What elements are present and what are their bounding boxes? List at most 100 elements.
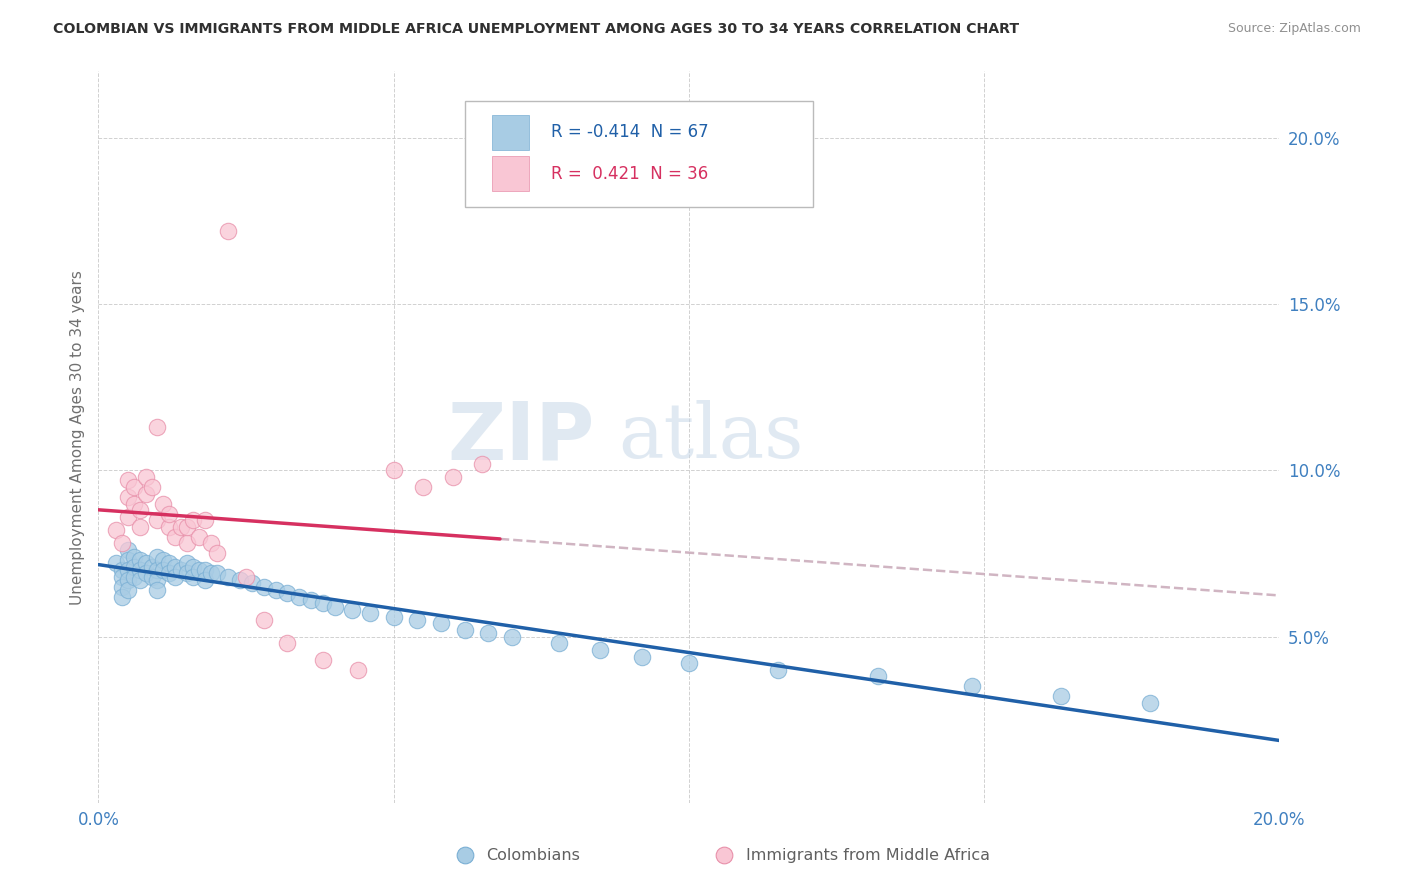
- Point: [430, 616, 453, 631]
- Text: atlas: atlas: [619, 401, 803, 474]
- Point: [117, 563, 139, 577]
- Point: [453, 623, 475, 637]
- Point: [441, 470, 464, 484]
- Point: [471, 457, 494, 471]
- Point: [141, 559, 163, 574]
- Point: [111, 580, 134, 594]
- FancyBboxPatch shape: [464, 101, 813, 207]
- Point: [128, 503, 150, 517]
- Point: [117, 543, 139, 558]
- Point: [170, 520, 193, 534]
- Point: [276, 636, 298, 650]
- Point: [135, 470, 157, 484]
- Point: [146, 573, 169, 587]
- Point: [122, 570, 145, 584]
- Point: [117, 573, 139, 587]
- Point: [235, 570, 257, 584]
- Point: [152, 497, 174, 511]
- Text: COLOMBIAN VS IMMIGRANTS FROM MIDDLE AFRICA UNEMPLOYMENT AMONG AGES 30 TO 34 YEAR: COLOMBIAN VS IMMIGRANTS FROM MIDDLE AFRI…: [53, 22, 1019, 37]
- Point: [630, 649, 652, 664]
- Y-axis label: Unemployment Among Ages 30 to 34 years: Unemployment Among Ages 30 to 34 years: [69, 269, 84, 605]
- Point: [146, 549, 169, 564]
- Point: [146, 513, 169, 527]
- Point: [766, 663, 789, 677]
- Point: [347, 663, 370, 677]
- Point: [117, 473, 139, 487]
- Point: [406, 613, 429, 627]
- Point: [276, 586, 298, 600]
- Point: [135, 486, 157, 500]
- Point: [128, 520, 150, 534]
- Point: [194, 573, 217, 587]
- Point: [181, 513, 204, 527]
- Point: [111, 590, 134, 604]
- Point: [111, 536, 134, 550]
- Point: [678, 656, 700, 670]
- Point: [122, 480, 145, 494]
- Point: [181, 559, 204, 574]
- Point: [264, 582, 287, 597]
- Point: [312, 653, 335, 667]
- Point: [141, 570, 163, 584]
- Point: [117, 509, 139, 524]
- Point: [141, 480, 163, 494]
- Point: [323, 599, 346, 614]
- Point: [111, 563, 134, 577]
- Point: [548, 636, 571, 650]
- Point: [312, 596, 335, 610]
- Point: [501, 630, 523, 644]
- Point: [288, 590, 311, 604]
- Point: [157, 557, 180, 571]
- Point: [205, 546, 228, 560]
- Text: R =  0.421  N = 36: R = 0.421 N = 36: [551, 165, 709, 183]
- Point: [240, 576, 263, 591]
- Point: [165, 530, 187, 544]
- Point: [217, 224, 239, 238]
- Point: [176, 536, 198, 550]
- Point: [181, 570, 204, 584]
- Point: [176, 566, 198, 581]
- Point: [200, 536, 222, 550]
- Point: [122, 497, 145, 511]
- Text: Colombians: Colombians: [486, 848, 579, 863]
- Point: [111, 570, 134, 584]
- Text: Immigrants from Middle Africa: Immigrants from Middle Africa: [745, 848, 990, 863]
- Point: [962, 680, 984, 694]
- Point: [866, 669, 889, 683]
- Point: [170, 563, 193, 577]
- Point: [382, 609, 405, 624]
- Point: [205, 566, 228, 581]
- Point: [299, 593, 322, 607]
- Point: [122, 559, 145, 574]
- FancyBboxPatch shape: [492, 114, 530, 150]
- Point: [117, 553, 139, 567]
- Text: R = -0.414  N = 67: R = -0.414 N = 67: [551, 123, 709, 141]
- Point: [135, 566, 157, 581]
- Point: [152, 563, 174, 577]
- Point: [152, 553, 174, 567]
- Point: [135, 557, 157, 571]
- Point: [105, 523, 128, 537]
- Point: [146, 563, 169, 577]
- Point: [589, 643, 612, 657]
- Point: [477, 626, 499, 640]
- Point: [1050, 690, 1073, 704]
- Point: [342, 603, 364, 617]
- Point: [187, 563, 209, 577]
- Point: [200, 566, 222, 581]
- Point: [122, 549, 145, 564]
- FancyBboxPatch shape: [492, 156, 530, 191]
- Point: [194, 563, 217, 577]
- Point: [128, 553, 150, 567]
- Point: [157, 520, 180, 534]
- Point: [1139, 696, 1161, 710]
- Text: ZIP: ZIP: [447, 398, 595, 476]
- Point: [157, 507, 180, 521]
- Point: [165, 570, 187, 584]
- Point: [117, 582, 139, 597]
- Point: [253, 580, 276, 594]
- Text: Source: ZipAtlas.com: Source: ZipAtlas.com: [1227, 22, 1361, 36]
- Point: [165, 559, 187, 574]
- Point: [187, 530, 209, 544]
- Point: [176, 520, 198, 534]
